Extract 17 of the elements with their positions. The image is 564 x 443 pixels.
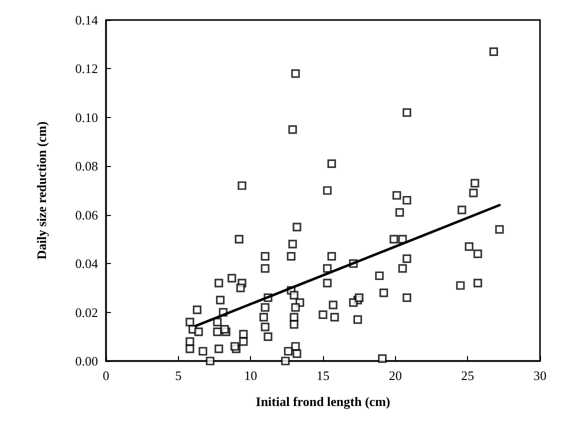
x-tick-label: 15 bbox=[316, 368, 330, 383]
y-tick-label: 0.04 bbox=[75, 256, 98, 272]
x-tick-label: 0 bbox=[102, 368, 110, 383]
x-tick-label: 20 bbox=[388, 368, 402, 383]
y-axis-title: Daily size reduction (cm) bbox=[34, 121, 49, 260]
y-tick-label: 0.10 bbox=[75, 110, 98, 125]
y-tick-label: 0.00 bbox=[75, 354, 98, 368]
x-tick-label: 5 bbox=[175, 368, 182, 383]
x-tick-label: 25 bbox=[461, 368, 474, 383]
y-tick-label: 0.06 bbox=[75, 207, 98, 222]
x-axis-title: Initial frond length (cm) bbox=[256, 394, 390, 409]
x-tick-label: 30 bbox=[534, 368, 546, 383]
x-tick-label: 10 bbox=[244, 368, 258, 383]
y-tick-label: 0.02 bbox=[75, 304, 98, 320]
y-tick-label: 0.14 bbox=[75, 12, 98, 28]
y-tick-label: 0.12 bbox=[75, 61, 98, 76]
y-tick-label: 0.08 bbox=[75, 158, 98, 174]
